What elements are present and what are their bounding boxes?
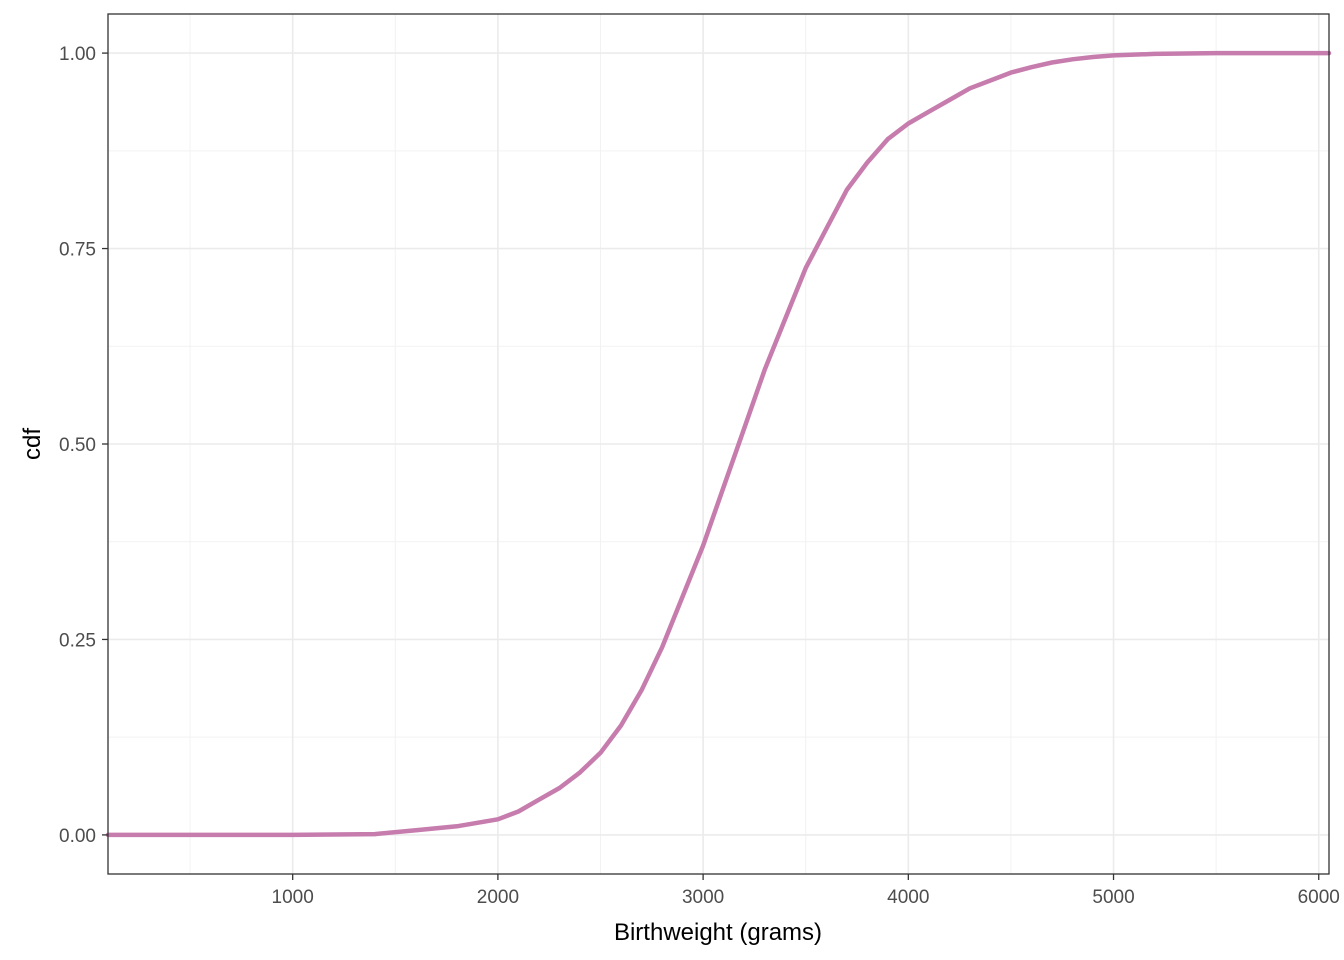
y-tick-label: 0.75 — [59, 240, 96, 261]
cdf-line — [105, 50, 1332, 838]
x-tick-label: 3000 — [682, 887, 724, 908]
major-grid — [108, 14, 1329, 874]
x-tick-label: 6000 — [1298, 887, 1340, 908]
x-tick-label: 2000 — [477, 887, 519, 908]
x-tick-label: 5000 — [1092, 887, 1134, 908]
x-tick-label: 4000 — [887, 887, 929, 908]
x-axis-ticks: 1000 2000 3000 4000 5000 6000 — [272, 874, 1340, 908]
y-tick-label: 0.50 — [59, 435, 96, 456]
x-tick-label: 1000 — [272, 887, 314, 908]
y-axis-ticks: 0.00 0.25 0.50 0.75 1.00 — [59, 44, 108, 847]
y-tick-label: 0.00 — [59, 826, 96, 847]
series-layer — [105, 50, 1332, 838]
x-axis-title: Birthweight (grams) — [614, 919, 822, 946]
y-tick-label: 0.25 — [59, 630, 96, 651]
y-tick-label: 1.00 — [59, 44, 96, 65]
y-axis-title: cdf — [19, 428, 46, 460]
